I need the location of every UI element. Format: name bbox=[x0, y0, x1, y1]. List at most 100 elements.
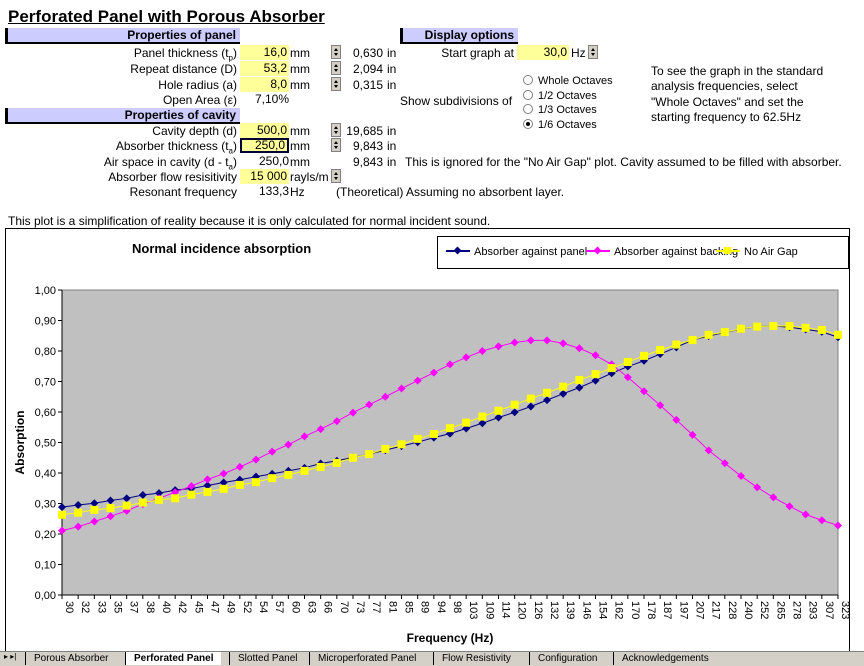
data-point bbox=[607, 364, 616, 373]
subdivision-radio[interactable]: Whole Octaves bbox=[523, 75, 613, 87]
value-spinner[interactable] bbox=[331, 61, 341, 75]
data-point bbox=[429, 429, 438, 438]
subdivisions-label: Show subdivisions of bbox=[400, 94, 513, 108]
data-point bbox=[543, 388, 551, 397]
x-axis-title: Frequency (Hz) bbox=[407, 631, 494, 645]
data-point bbox=[817, 325, 826, 334]
radio-button-icon[interactable] bbox=[523, 118, 533, 129]
legend-item: No Air Gap bbox=[716, 246, 798, 258]
data-point bbox=[640, 387, 648, 396]
data-point bbox=[74, 522, 83, 531]
value-input[interactable]: 16,0 bbox=[240, 45, 289, 60]
data-point bbox=[769, 321, 778, 330]
x-tick-label: 120 bbox=[516, 601, 528, 619]
data-point bbox=[446, 424, 454, 433]
x-tick-label: 30 bbox=[63, 601, 75, 613]
y-tick-label: 0,10 bbox=[35, 560, 56, 572]
value-spinner[interactable] bbox=[331, 138, 341, 152]
value-input[interactable]: 500,0 bbox=[240, 123, 289, 138]
data-point bbox=[575, 375, 584, 384]
start-graph-spinner[interactable] bbox=[588, 45, 598, 59]
value-input[interactable]: 15 000 bbox=[240, 169, 289, 184]
x-tick-label: 42 bbox=[176, 601, 188, 613]
row-label-text: Hole radius (a) bbox=[158, 78, 237, 92]
sheet-tab[interactable]: Porous Absorber bbox=[25, 652, 117, 665]
x-tick-label: 32 bbox=[79, 601, 91, 613]
row-label-sub: a bbox=[228, 146, 233, 156]
x-tick-label: 54 bbox=[257, 601, 269, 613]
x-tick-label: 207 bbox=[694, 601, 706, 619]
subdivision-radio[interactable]: 1/2 Octaves bbox=[523, 89, 597, 102]
data-point bbox=[235, 480, 244, 489]
tab-scroll-icon[interactable]: ▸ ▸| bbox=[4, 652, 17, 661]
value-spinner[interactable] bbox=[331, 45, 341, 59]
row-label-text: Open Area (ε) bbox=[162, 93, 237, 107]
data-point bbox=[171, 488, 180, 497]
legend-label: Absorber against panel bbox=[474, 246, 588, 258]
value-spinner[interactable] bbox=[331, 77, 341, 91]
value-spinner[interactable] bbox=[331, 123, 341, 137]
radio-button-icon[interactable] bbox=[523, 89, 533, 100]
start-graph-input[interactable]: 30,0 bbox=[517, 45, 569, 60]
inch-unit: in bbox=[387, 46, 397, 60]
x-tick-label: 146 bbox=[580, 601, 592, 619]
sheet-tab[interactable]: Flow Resistivity bbox=[433, 652, 519, 665]
x-tick-label: 60 bbox=[289, 601, 301, 613]
y-tick-label: 0,60 bbox=[35, 407, 56, 419]
x-tick-label: 170 bbox=[629, 601, 641, 619]
row-label-text: Repeat distance (D) bbox=[130, 62, 237, 76]
value-readout: 7,10% bbox=[254, 92, 289, 106]
data-point bbox=[478, 419, 487, 428]
radio-button-icon[interactable] bbox=[523, 104, 533, 114]
row-label: Panel thickness (tp) bbox=[0, 46, 237, 62]
data-point bbox=[462, 418, 471, 427]
radio-label: 1/6 Octaves bbox=[538, 118, 597, 131]
data-point bbox=[235, 462, 244, 471]
data-point bbox=[785, 321, 794, 330]
x-tick-label: 33 bbox=[95, 601, 107, 613]
data-point bbox=[720, 328, 729, 337]
x-tick-label: 73 bbox=[354, 601, 366, 613]
row-label-sub: a bbox=[228, 162, 233, 172]
sheet-tab[interactable]: Slotted Panel bbox=[229, 652, 306, 665]
value-input[interactable]: 8,0 bbox=[240, 77, 289, 92]
data-point bbox=[478, 347, 487, 355]
x-tick-label: 70 bbox=[338, 601, 350, 613]
y-tick-label: 0,90 bbox=[35, 316, 56, 328]
data-point bbox=[187, 490, 196, 499]
data-point bbox=[203, 487, 212, 496]
panel-section-header: Properties of panel bbox=[5, 28, 240, 44]
data-point bbox=[332, 417, 341, 426]
x-tick-label: 293 bbox=[807, 601, 819, 619]
x-tick-label: 217 bbox=[710, 601, 722, 619]
sheet-tab[interactable]: Microperforated Panel bbox=[309, 652, 424, 665]
inch-unit: in bbox=[387, 139, 397, 153]
unit-label: mm bbox=[290, 78, 310, 92]
data-point bbox=[672, 340, 681, 349]
data-point bbox=[155, 489, 163, 498]
value-spinner[interactable] bbox=[331, 169, 341, 183]
value-input[interactable]: 250,0 bbox=[240, 138, 289, 153]
data-point bbox=[235, 475, 244, 484]
row-label: Open Area (ε) bbox=[0, 93, 237, 107]
sheet-tab[interactable]: Configuration bbox=[529, 652, 605, 665]
inch-unit: in bbox=[387, 124, 397, 138]
data-point bbox=[219, 484, 228, 493]
x-tick-label: 126 bbox=[532, 601, 544, 619]
subdivision-radio[interactable]: 1/6 Octaves bbox=[523, 118, 597, 131]
data-point bbox=[365, 450, 374, 459]
subdivision-radio[interactable]: 1/3 Octaves bbox=[523, 104, 597, 116]
data-point bbox=[494, 413, 503, 422]
data-point bbox=[785, 502, 794, 511]
row-label-text: Air space in cavity (d - t bbox=[103, 155, 229, 169]
data-point bbox=[397, 440, 406, 449]
sheet-tab-label: Perforated Panel bbox=[134, 653, 214, 664]
row-label-end: ) bbox=[233, 139, 237, 153]
value-input[interactable]: 53,2 bbox=[240, 61, 289, 76]
absorption-chart: 0,00 0,10 0,20 0,30 0,40 0,50 0,60 0,70 0,80 0,90… bbox=[13, 241, 851, 645]
sheet-tab[interactable]: Acknowledgements bbox=[613, 652, 717, 665]
radio-button-icon[interactable] bbox=[523, 75, 533, 85]
sheet-tab[interactable]: Perforated Panel bbox=[125, 652, 222, 665]
x-tick-label: 109 bbox=[483, 601, 495, 619]
data-point bbox=[316, 425, 325, 434]
